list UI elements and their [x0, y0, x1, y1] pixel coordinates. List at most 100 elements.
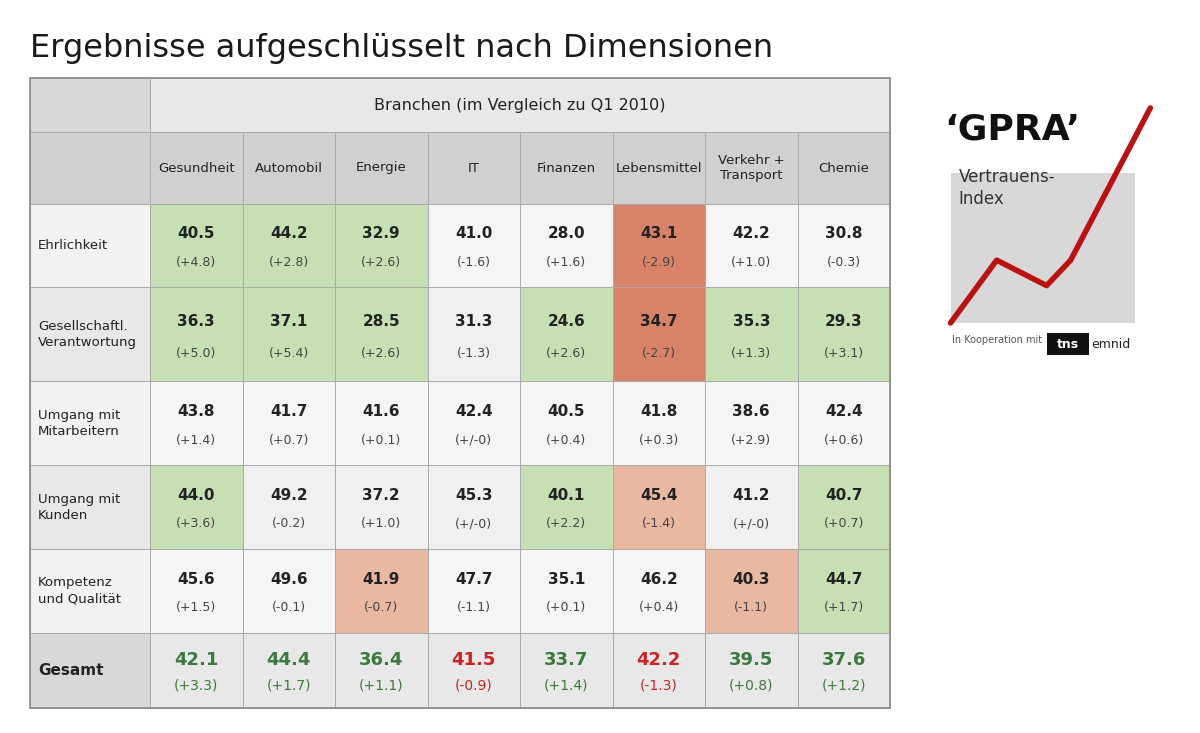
Text: (+0.7): (+0.7) [823, 517, 864, 530]
Bar [520, 287, 612, 381]
Text: Gesundheit: Gesundheit [158, 161, 234, 174]
Text: 44.4: 44.4 [266, 651, 311, 668]
Text: 41.8: 41.8 [640, 404, 678, 419]
Bar [706, 133, 798, 204]
Bar [798, 381, 890, 465]
Bar [612, 465, 706, 549]
Bar [242, 465, 335, 549]
Text: (+5.0): (+5.0) [176, 347, 216, 360]
Text: 45.6: 45.6 [178, 572, 215, 586]
Text: (-0.3): (-0.3) [827, 256, 860, 269]
Text: 42.1: 42.1 [174, 651, 218, 668]
Bar [30, 133, 150, 204]
Text: (+/-0): (+/-0) [733, 517, 770, 530]
Text: Ergebnisse aufgeschlüsselt nach Dimensionen: Ergebnisse aufgeschlüsselt nach Dimensio… [30, 33, 773, 64]
Bar [706, 287, 798, 381]
Text: 42.4: 42.4 [455, 404, 492, 419]
Bar [427, 633, 520, 708]
Bar [520, 549, 612, 633]
Text: (+2.9): (+2.9) [731, 434, 772, 446]
Text: Vertrauens-
Index: Vertrauens- Index [959, 168, 1055, 208]
Bar [150, 204, 242, 287]
Text: 33.7: 33.7 [544, 651, 588, 668]
Text: (+0.8): (+0.8) [730, 679, 774, 693]
Text: 38.6: 38.6 [732, 404, 770, 419]
Bar [427, 133, 520, 204]
Text: (+1.4): (+1.4) [176, 434, 216, 446]
Bar [335, 465, 427, 549]
Text: 44.2: 44.2 [270, 226, 307, 241]
Bar [520, 465, 612, 549]
Bar [612, 549, 706, 633]
Bar [335, 381, 427, 465]
Text: (-1.4): (-1.4) [642, 517, 676, 530]
Text: (+0.3): (+0.3) [638, 434, 679, 446]
Text: 24.6: 24.6 [547, 314, 586, 328]
Text: 42.2: 42.2 [732, 226, 770, 241]
Bar [150, 381, 242, 465]
Bar [706, 381, 798, 465]
Bar [30, 204, 150, 287]
Bar [150, 549, 242, 633]
Text: 39.5: 39.5 [730, 651, 774, 668]
Bar [242, 287, 335, 381]
Text: (+2.6): (+2.6) [361, 256, 401, 269]
Bar [612, 133, 706, 204]
Bar [798, 465, 890, 549]
Bar [335, 133, 427, 204]
Text: (-1.1): (-1.1) [457, 601, 491, 614]
Text: ‘GPRA’: ‘GPRA’ [944, 113, 1080, 147]
Text: Gesellschaftl.
Verantwortung: Gesellschaftl. Verantwortung [38, 320, 137, 349]
Bar [150, 78, 890, 133]
Bar [798, 549, 890, 633]
Bar [30, 549, 150, 633]
Bar [30, 287, 150, 381]
Text: 40.3: 40.3 [732, 572, 770, 586]
Text: (+1.0): (+1.0) [731, 256, 772, 269]
Text: 29.3: 29.3 [824, 314, 863, 328]
Text: 28.0: 28.0 [547, 226, 586, 241]
Bar [30, 78, 150, 133]
Bar [706, 465, 798, 549]
Text: (-1.3): (-1.3) [457, 347, 491, 360]
Bar [30, 465, 150, 549]
Text: tns: tns [1056, 337, 1079, 350]
Bar [798, 133, 890, 204]
Bar [427, 381, 520, 465]
Text: Umgang mit
Mitarbeitern: Umgang mit Mitarbeitern [38, 409, 120, 438]
Text: 31.3: 31.3 [455, 314, 492, 328]
Text: (+2.2): (+2.2) [546, 517, 587, 530]
Bar [335, 204, 427, 287]
Text: (-0.9): (-0.9) [455, 679, 493, 693]
Text: (+5.4): (+5.4) [269, 347, 308, 360]
Text: (+0.6): (+0.6) [823, 434, 864, 446]
Text: (+1.7): (+1.7) [266, 679, 311, 693]
Text: Umgang mit
Kunden: Umgang mit Kunden [38, 493, 120, 522]
Text: Verkehr +
Transport: Verkehr + Transport [718, 153, 785, 183]
Text: (+/-0): (+/-0) [455, 517, 492, 530]
Text: (+2.6): (+2.6) [546, 347, 587, 360]
Bar [335, 287, 427, 381]
Text: IT: IT [468, 161, 480, 174]
Text: 41.2: 41.2 [732, 488, 770, 503]
Text: (+3.6): (+3.6) [176, 517, 216, 530]
Bar [150, 287, 242, 381]
Text: Lebensmittel: Lebensmittel [616, 161, 702, 174]
Text: (+1.1): (+1.1) [359, 679, 403, 693]
Bar [242, 549, 335, 633]
Text: 41.0: 41.0 [455, 226, 492, 241]
Bar [242, 133, 335, 204]
Text: 42.4: 42.4 [824, 404, 863, 419]
Text: (-1.1): (-1.1) [734, 601, 768, 614]
Bar [706, 633, 798, 708]
Bar [612, 287, 706, 381]
Text: Automobil: Automobil [254, 161, 323, 174]
Bar [427, 204, 520, 287]
Text: 43.1: 43.1 [640, 226, 678, 241]
Bar [520, 204, 612, 287]
Bar [242, 204, 335, 287]
Text: Gesamt: Gesamt [38, 663, 103, 678]
Bar [30, 78, 890, 708]
Bar [520, 133, 612, 204]
Text: emnid: emnid [1092, 337, 1130, 350]
